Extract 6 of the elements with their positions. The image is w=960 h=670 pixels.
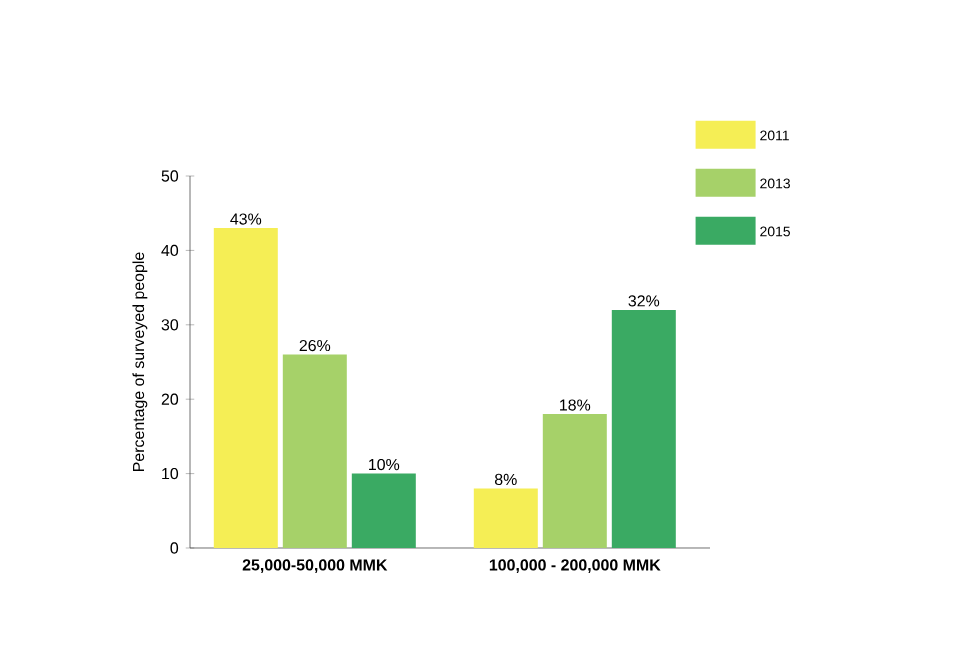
- bar: [542, 414, 607, 548]
- bar: [611, 309, 676, 548]
- bar: [351, 473, 416, 548]
- bar: [213, 228, 278, 548]
- bar: [473, 488, 538, 548]
- bar: [282, 354, 347, 548]
